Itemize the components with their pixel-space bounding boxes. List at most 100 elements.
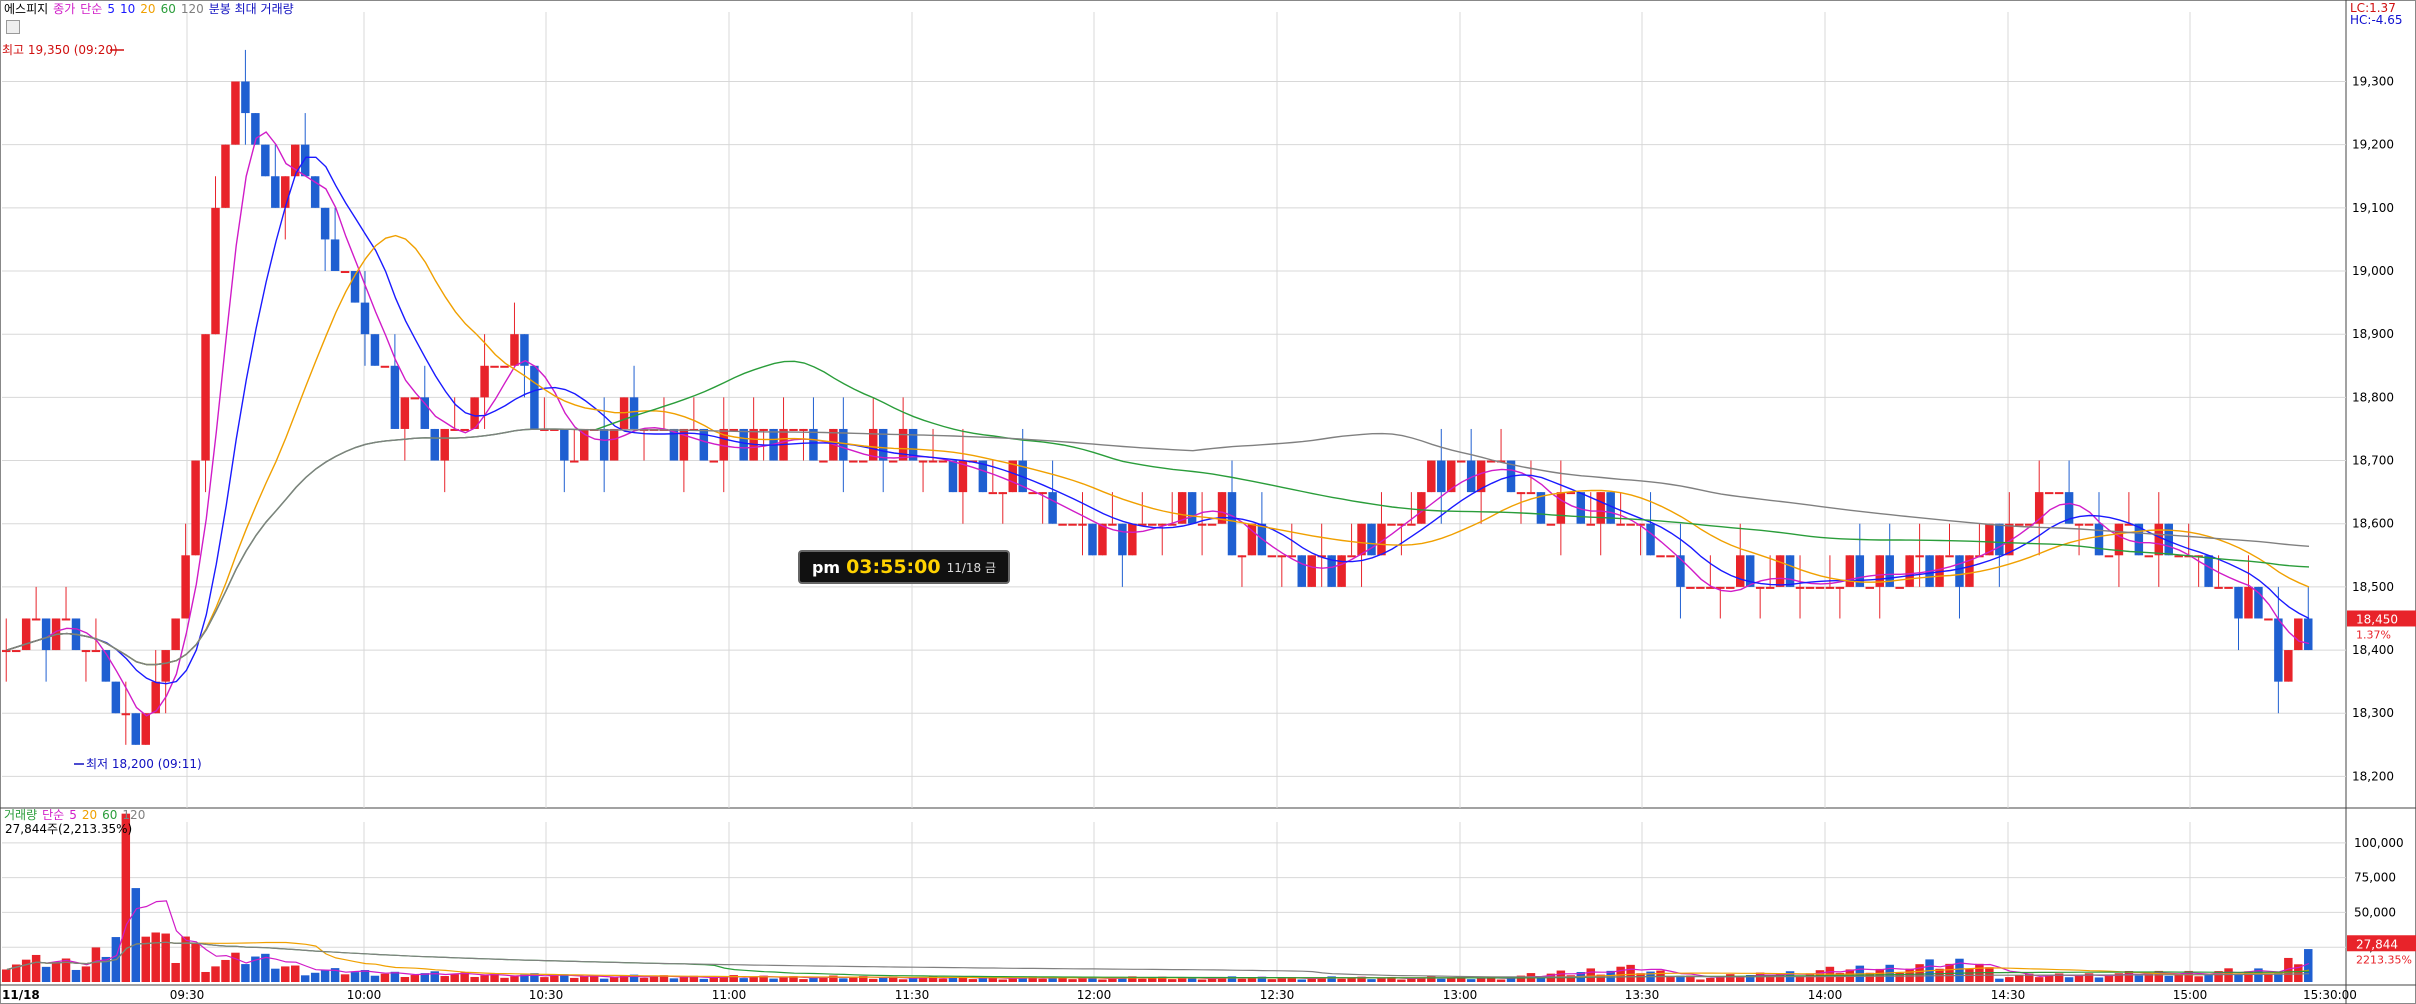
- candle-body: [789, 428, 798, 431]
- candle-body: [530, 365, 539, 429]
- candle-body: [1237, 555, 1247, 558]
- candle-body: [1377, 523, 1386, 556]
- candle-body: [1686, 586, 1695, 589]
- volume-bar: [550, 975, 559, 982]
- volume-bar: [271, 968, 280, 982]
- candle-body: [1158, 523, 1167, 526]
- candle-body: [500, 365, 509, 368]
- candle-body: [948, 460, 958, 493]
- candle-body: [460, 428, 469, 431]
- candle-body: [998, 492, 1008, 495]
- candle-body: [21, 618, 31, 651]
- volume-bar: [2294, 964, 2303, 982]
- candle-body: [1327, 555, 1336, 587]
- candle-body: [410, 397, 420, 400]
- volume-bar: [151, 932, 160, 982]
- volume-bar: [1407, 978, 1416, 982]
- volume-bar: [649, 976, 659, 982]
- candle-body: [370, 334, 380, 366]
- volume-bar: [1516, 975, 1526, 982]
- volume-bar: [1805, 973, 1815, 982]
- volume-bar: [450, 974, 459, 982]
- candle-body: [898, 428, 908, 461]
- volume-bar: [2164, 975, 2173, 982]
- candle-body: [1745, 555, 1755, 587]
- volume-bar: [281, 966, 290, 982]
- candle-body: [1636, 523, 1645, 526]
- volume-bar: [1377, 978, 1386, 982]
- volume-bar: [370, 975, 380, 982]
- volume-bar: [520, 974, 529, 982]
- candle-body: [580, 428, 589, 461]
- candle-body: [1606, 492, 1615, 524]
- candle-body: [1108, 523, 1117, 526]
- volume-bar: [2034, 977, 2044, 982]
- volume-bar: [510, 976, 519, 982]
- candle-body: [1347, 555, 1356, 558]
- volume-bar: [11, 964, 21, 982]
- candle-body: [171, 618, 180, 651]
- candle-body: [540, 428, 549, 431]
- candle-body: [1297, 555, 1306, 587]
- volume-bar: [859, 976, 868, 982]
- candle-body: [111, 681, 121, 714]
- candle-body: [1397, 523, 1406, 526]
- volume-bar: [2104, 975, 2114, 982]
- candle-body: [1357, 523, 1366, 556]
- price-legend-item: 5: [107, 2, 115, 16]
- price-tick-label: 18,900: [2352, 327, 2394, 341]
- candle-body: [1716, 586, 1725, 589]
- volume-bar: [1486, 977, 1496, 982]
- candle-body: [1148, 523, 1157, 526]
- candle-body: [1437, 460, 1446, 493]
- candle-body: [1755, 586, 1765, 589]
- candle-body: [1526, 492, 1536, 495]
- volume-bar: [2194, 976, 2203, 982]
- candle-body: [291, 144, 300, 177]
- volume-bar: [1696, 979, 1705, 982]
- candle-body: [450, 428, 459, 431]
- price-legend-item: 분봉 최대 거래량: [208, 2, 294, 16]
- volume-bar: [669, 978, 679, 982]
- price-tick-label: 18,400: [2352, 643, 2394, 657]
- candle-body: [490, 365, 499, 368]
- volume-bar: [1985, 967, 1994, 982]
- candle-body: [1895, 586, 1904, 589]
- volume-bar: [978, 978, 988, 982]
- candle-body: [869, 428, 878, 461]
- candle-body: [1118, 523, 1127, 556]
- volume-bar: [1716, 976, 1725, 982]
- volume-bar: [1217, 977, 1227, 982]
- clock-time: 03:55:00: [846, 556, 941, 578]
- low-annotation: 최저 18,200 (09:11): [86, 757, 202, 771]
- volume-bar: [1207, 978, 1217, 982]
- candle-body: [1267, 555, 1277, 558]
- volume-bar: [1227, 976, 1237, 982]
- candle-body: [1945, 555, 1954, 558]
- candle-body: [1855, 555, 1865, 587]
- menu-icon[interactable]: [6, 20, 20, 34]
- candle-body: [729, 428, 738, 431]
- candle-body: [1427, 460, 1436, 493]
- volume-bar: [530, 973, 539, 982]
- candle-body: [400, 397, 410, 429]
- candle-body: [1726, 586, 1735, 589]
- volume-bar: [2304, 949, 2313, 982]
- candle-body: [81, 650, 91, 653]
- volume-bar: [1187, 977, 1197, 982]
- volume-bar: [709, 977, 719, 982]
- candle-body: [938, 460, 948, 463]
- candle-body: [918, 460, 928, 463]
- price-tick-label: 18,800: [2352, 390, 2394, 404]
- candle-body: [390, 365, 400, 429]
- candle-body: [1138, 523, 1147, 526]
- volume-bar: [1566, 975, 1576, 982]
- volume-bar: [2234, 974, 2243, 982]
- candle-body: [809, 428, 818, 461]
- volume-bar: [1775, 974, 1785, 982]
- candle-body: [191, 460, 200, 556]
- volume-bar: [1875, 968, 1884, 982]
- candle-body: [1805, 586, 1815, 589]
- volume-bar: [131, 888, 141, 982]
- time-tick-label: 14:00: [1808, 988, 1843, 1002]
